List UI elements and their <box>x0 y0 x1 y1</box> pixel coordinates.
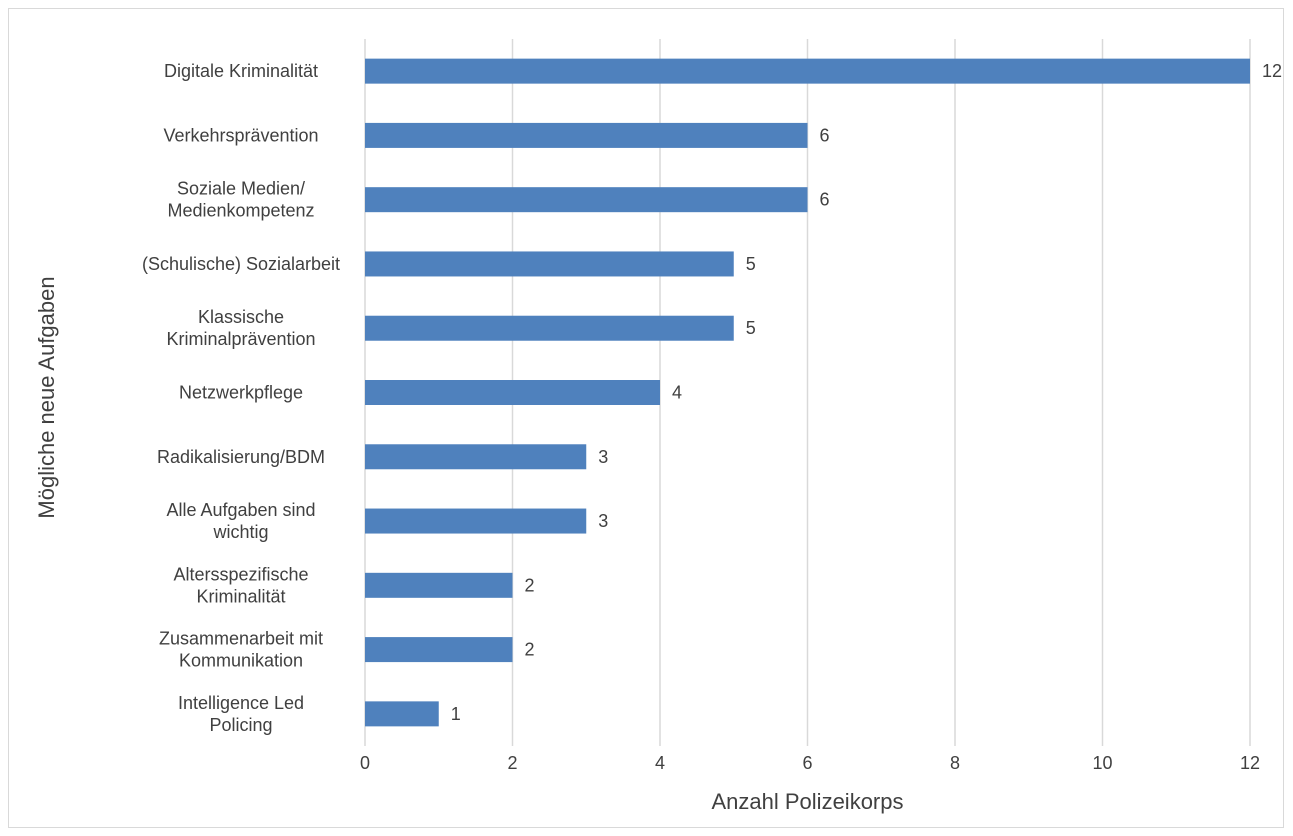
category-label-line: Medienkompetenz <box>167 201 314 221</box>
category-label: (Schulische) Sozialarbeit <box>142 254 340 274</box>
gridlines <box>364 39 1251 746</box>
chart-frame: Digitale Kriminalität Verkehrsprävention S… <box>8 8 1284 828</box>
data-labels: 12 6 6 5 5 4 3 3 2 2 1 <box>451 61 1282 724</box>
bar <box>365 380 660 405</box>
category-label-line: Soziale Medien/ <box>177 179 305 199</box>
category-label-line: Klassische <box>198 307 284 327</box>
category-labels: Digitale Kriminalität Verkehrsprävention S… <box>142 61 340 735</box>
data-label: 6 <box>820 125 830 145</box>
category-label-line: Netzwerkpflege <box>179 383 303 403</box>
category-label-line: Kommunikation <box>179 651 303 671</box>
y-axis-title: Mögliche neue Aufgaben <box>34 276 59 518</box>
x-tick-label: 6 <box>802 753 812 773</box>
category-label: Intelligence Led Policing <box>178 693 304 735</box>
bar <box>365 637 513 663</box>
data-label: 3 <box>598 511 608 531</box>
data-label: 5 <box>746 254 756 274</box>
category-label-line: Radikalisierung/BDM <box>157 447 325 467</box>
category-label: Soziale Medien/Medienkompetenz <box>167 179 314 221</box>
bar <box>365 58 1250 84</box>
category-label-line: Digitale Kriminalität <box>164 61 318 81</box>
category-label-line: Altersspezifische <box>173 564 308 584</box>
category-label-line: (Schulische) Sozialarbeit <box>142 254 340 274</box>
data-label: 2 <box>525 640 535 660</box>
category-label-line: Kriminalprävention <box>166 329 315 349</box>
x-tick-label: 12 <box>1240 753 1260 773</box>
data-label: 6 <box>820 190 830 210</box>
bar <box>365 572 513 598</box>
x-tick-label: 10 <box>1092 753 1112 773</box>
bar <box>365 508 587 534</box>
category-label-line: Intelligence Led <box>178 693 304 713</box>
bar <box>365 251 734 277</box>
category-label: Netzwerkpflege <box>179 383 303 403</box>
category-label-line: Verkehrsprävention <box>163 125 318 145</box>
data-label: 5 <box>746 318 756 338</box>
category-label: Altersspezifische Kriminalität <box>173 564 308 606</box>
x-axis-title: Anzahl Polizeikorps <box>712 789 904 814</box>
data-label: 4 <box>672 383 682 403</box>
category-label: Verkehrsprävention <box>163 125 318 145</box>
x-tick-label: 8 <box>950 753 960 773</box>
category-label-line: Alle Aufgaben sind <box>166 500 315 520</box>
data-label: 12 <box>1262 61 1282 81</box>
category-label: Zusammenarbeit mit Kommunikation <box>159 629 323 671</box>
category-label-line: Policing <box>209 715 272 735</box>
x-tick-label: 0 <box>360 753 370 773</box>
x-tick-label: 4 <box>655 753 665 773</box>
data-label: 2 <box>525 575 535 595</box>
category-label: Alle Aufgaben sind wichtig <box>166 500 315 542</box>
category-label-line: Kriminalität <box>196 586 285 606</box>
bar <box>365 187 808 213</box>
bar <box>365 444 587 470</box>
category-label: Klassische Kriminalprävention <box>166 307 315 349</box>
x-tick-label: 2 <box>507 753 517 773</box>
bar <box>365 122 808 148</box>
data-label: 1 <box>451 704 461 724</box>
bar <box>365 701 439 727</box>
bar-chart: Digitale Kriminalität Verkehrsprävention S… <box>34 39 1282 814</box>
bars <box>365 58 1250 727</box>
x-tick-labels: 0 2 4 6 8 10 12 <box>360 753 1260 773</box>
category-label: Digitale Kriminalität <box>164 61 318 81</box>
category-label-line: Zusammenarbeit mit <box>159 629 323 649</box>
bar <box>365 315 734 341</box>
category-label-line: wichtig <box>212 522 268 542</box>
data-label: 3 <box>598 447 608 467</box>
category-label: Radikalisierung/BDM <box>157 447 325 467</box>
